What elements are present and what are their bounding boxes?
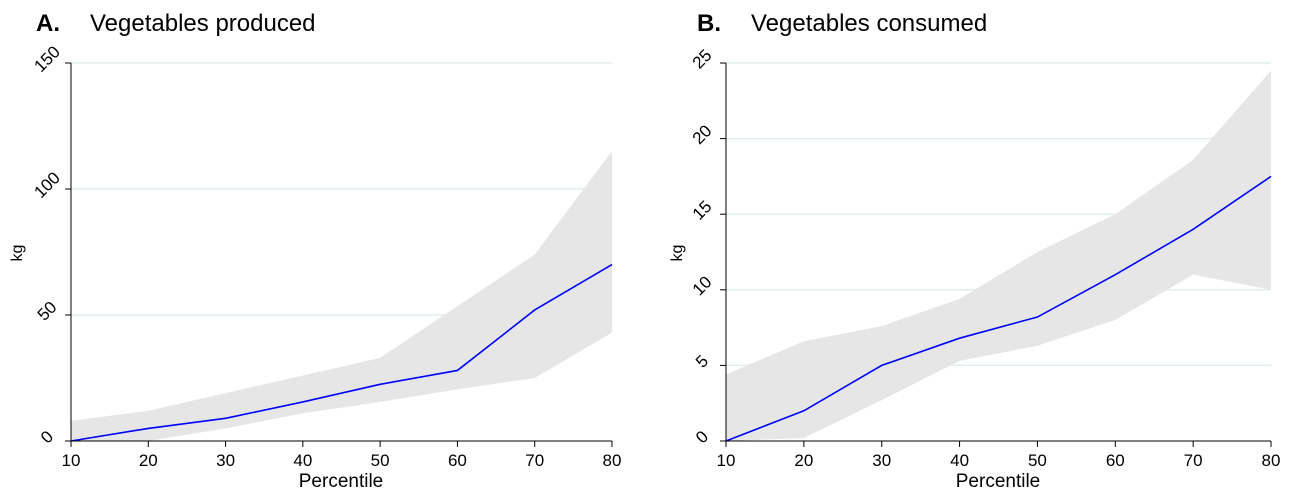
- panel-b-x-tick-label: 50: [1028, 451, 1047, 470]
- panel-b-y-tick-label: 10: [689, 273, 716, 300]
- panel-a-y-tick-label: 100: [30, 168, 63, 201]
- panel-a-ylabel: kg: [9, 245, 26, 262]
- panel-b-x-tick-label: 30: [872, 451, 891, 470]
- panel-b-confidence-band: [726, 70, 1271, 441]
- panel-a-x-tick-label: 10: [62, 451, 81, 470]
- panel-b-x-tick-label: 20: [794, 451, 813, 470]
- panel-b-y-tick-label: 25: [689, 46, 716, 73]
- panel-b-xlabel: Percentile: [956, 471, 1041, 492]
- panel-a-letter: A.: [36, 10, 60, 37]
- panel-b-x-tick-label: 10: [717, 451, 736, 470]
- panel-b-y-tick-label: 15: [689, 197, 716, 224]
- panel-a-x-tick-label: 80: [603, 451, 622, 470]
- panel-a-x-tick-label: 40: [293, 451, 312, 470]
- panel-b-letter: B.: [697, 10, 721, 37]
- panel-b-x-tick-label: 80: [1262, 451, 1281, 470]
- panel-a-x-tick-label: 70: [525, 451, 544, 470]
- panel-a-title: Vegetables produced: [90, 10, 316, 37]
- panel-a-plot-area: 10 20 30 40 50 60 70 80 0 50 100 150: [30, 42, 621, 470]
- panel-b-series-line: [725, 175, 1272, 442]
- panel-a-x-tick-label: 20: [139, 451, 158, 470]
- panel-b-plot-area: 10 20 30 40 50 60 70 80 0 5 10 15 20 25: [689, 46, 1281, 470]
- panel-b-y-tick-label: 5: [692, 351, 712, 371]
- panel-b-y-tick-label: 0: [692, 427, 712, 447]
- panel-b-x-tick-label: 60: [1106, 451, 1125, 470]
- panel-a-y-tick-label: 150: [30, 42, 63, 75]
- panel-b-y-tick-label: 20: [689, 121, 716, 148]
- panel-a-y-tick-label: 0: [37, 427, 57, 447]
- panel-b-ylabel: kg: [669, 245, 686, 262]
- panel-a-x-tick-label: 50: [371, 451, 390, 470]
- panel-a-x-tick-label: 60: [448, 451, 467, 470]
- panel-a-x-tick-label: 30: [216, 451, 235, 470]
- panel-a-y-tick-label: 50: [34, 298, 61, 325]
- panel-a-confidence-band: [71, 151, 612, 441]
- panel-b-x-tick-label: 40: [950, 451, 969, 470]
- panel-b-x-tick-label: 70: [1184, 451, 1203, 470]
- panel-a-xlabel: Percentile: [299, 471, 384, 492]
- panel-b-title: Vegetables consumed: [751, 10, 987, 37]
- panel-a-series-line: [70, 263, 613, 442]
